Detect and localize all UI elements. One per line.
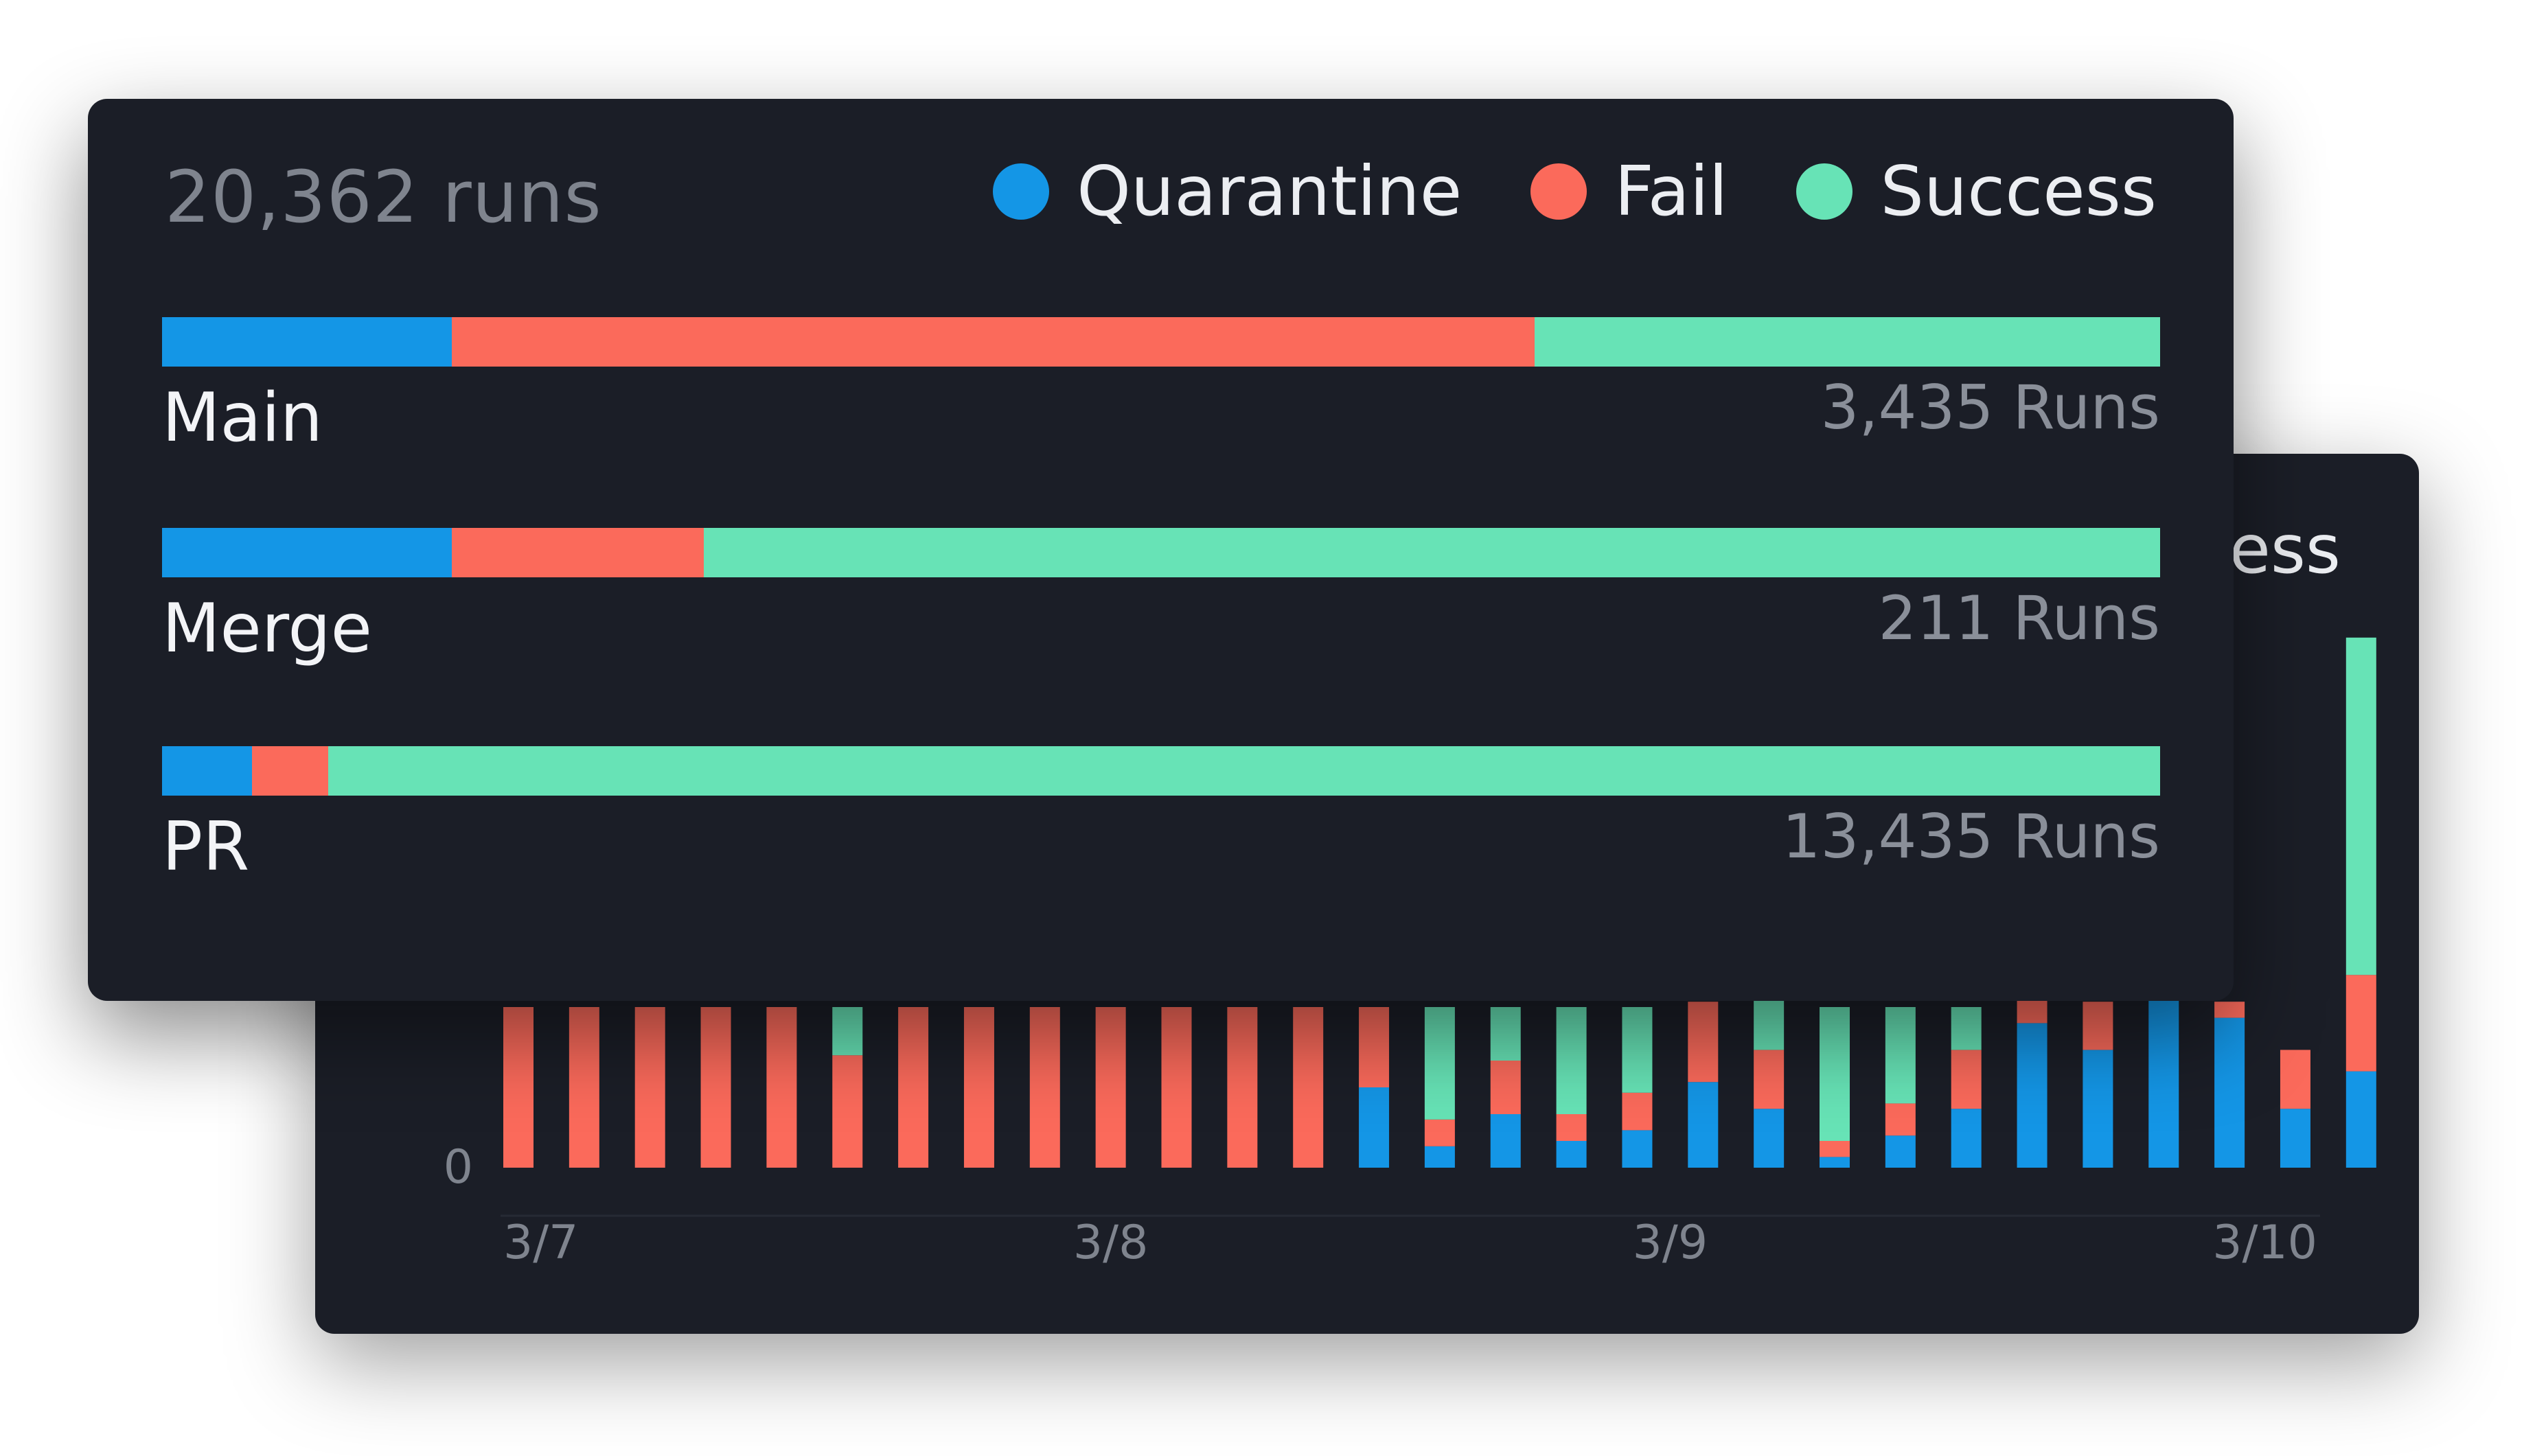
bar-segment-quarantine	[162, 317, 452, 367]
daily-bar-quarantine	[2083, 1050, 2113, 1168]
legend-label: Success	[1880, 151, 2157, 231]
daily-bar-quarantine	[1556, 1141, 1587, 1168]
daily-bar-quarantine	[2214, 1017, 2245, 1168]
daily-bar-quarantine	[1424, 1146, 1455, 1168]
branch-run-count: 3,435 Runs	[1820, 372, 2160, 443]
daily-bar-fail	[1820, 1141, 1850, 1157]
stacked-bar-merge	[162, 528, 2160, 577]
daily-bar-quarantine	[1490, 1114, 1521, 1168]
daily-bar-quarantine	[1622, 1130, 1653, 1168]
x-tick-label: 3/9	[1633, 1216, 1708, 1270]
bar-segment-quarantine	[162, 528, 452, 577]
daily-bar-fail	[1951, 1050, 1982, 1109]
bar-segment-fail	[451, 528, 704, 577]
daily-bar-quarantine	[1885, 1135, 1916, 1168]
daily-bar-fail	[898, 1007, 929, 1168]
bar-segment-success	[328, 746, 2160, 796]
legend-item-success: Success	[1796, 151, 2157, 231]
x-tick-label: 3/7	[503, 1216, 578, 1270]
bar-segment-success	[703, 528, 2160, 577]
daily-bar-success	[1754, 996, 1785, 1050]
daily-bar-quarantine	[1951, 1109, 1982, 1168]
daily-bar-fail	[1359, 1007, 1390, 1087]
legend-swatch	[1796, 163, 1853, 220]
branch-name: Main	[162, 379, 323, 457]
total-runs-label: 20,362 runs	[165, 155, 602, 239]
daily-bar-fail	[2083, 1002, 2113, 1050]
x-tick-label: 3/10	[2212, 1216, 2317, 1270]
daily-bar-fail	[634, 1007, 665, 1168]
daily-bar-success	[832, 1007, 863, 1056]
daily-bar-fail	[1293, 1007, 1324, 1168]
daily-bar-fail	[963, 1007, 994, 1168]
daily-bar-quarantine	[1688, 1082, 1719, 1168]
daily-bar-fail	[1556, 1114, 1587, 1141]
daily-bar-success	[1556, 1007, 1587, 1114]
branch-row-pr: PR 13,435 Runs	[162, 746, 2160, 899]
daily-bar-fail	[1885, 1103, 1916, 1136]
stacked-bar-main	[162, 317, 2160, 367]
branch-name: Merge	[162, 590, 372, 668]
daily-bar-success	[1424, 1007, 1455, 1120]
branch-summary-card: 20,362 runs Quarantine Fail Success Main 3…	[88, 99, 2234, 1001]
legend-label: Quarantine	[1077, 151, 1462, 231]
daily-bar-fail	[700, 1007, 731, 1168]
daily-bar-fail	[1424, 1119, 1455, 1146]
legend-swatch	[993, 163, 1050, 220]
branch-row-main: Main 3,435 Runs	[162, 317, 2160, 470]
daily-bar-fail	[503, 1007, 534, 1168]
branch-row-merge: Merge 211 Runs	[162, 528, 2160, 680]
daily-bar-quarantine	[1754, 1109, 1785, 1168]
daily-bar-fail	[1029, 1007, 1060, 1168]
daily-bar-success	[1622, 1007, 1653, 1093]
daily-bar-fail	[2280, 1050, 2310, 1109]
legend-swatch	[1530, 163, 1587, 220]
branch-name: PR	[162, 808, 250, 886]
daily-bar-quarantine	[2280, 1109, 2310, 1168]
x-tick-label: 3/8	[1073, 1216, 1148, 1270]
daily-bar-quarantine	[1820, 1157, 1850, 1168]
y-tick-label: 0	[444, 1140, 473, 1194]
daily-bar-fail	[1688, 1002, 1719, 1083]
daily-bar-fail	[1622, 1092, 1653, 1131]
legend-label: Fail	[1614, 151, 1728, 231]
daily-bar-fail	[832, 1055, 863, 1168]
daily-bar-fail	[766, 1007, 797, 1168]
daily-bar-success	[1885, 1007, 1916, 1104]
daily-bar-fail	[1095, 1007, 1126, 1168]
daily-bar-fail	[569, 1007, 599, 1168]
bar-segment-success	[1535, 317, 2160, 367]
legend-item-quarantine: Quarantine	[993, 151, 1462, 231]
bar-segment-quarantine	[162, 746, 252, 796]
legend-item-fail: Fail	[1530, 151, 1728, 231]
daily-bar-success	[1951, 1007, 1982, 1050]
bar-segment-fail	[451, 317, 1535, 367]
daily-bar-quarantine	[2017, 1023, 2048, 1168]
daily-bar-success	[2345, 637, 2376, 975]
daily-bar-fail	[1754, 1050, 1785, 1109]
daily-bar-quarantine	[2148, 980, 2179, 1168]
daily-bar-success	[1490, 1007, 1521, 1061]
branch-run-count: 13,435 Runs	[1782, 801, 2160, 872]
daily-bar-quarantine	[1359, 1087, 1390, 1168]
daily-bar-fail	[2345, 975, 2376, 1072]
daily-bar-quarantine	[2345, 1071, 2376, 1168]
legend-label-partial: ess	[2229, 511, 2341, 589]
bar-segment-fail	[251, 746, 328, 796]
daily-bar-fail	[2214, 1002, 2245, 1018]
stacked-bar-pr	[162, 746, 2160, 796]
daily-bar-fail	[1227, 1007, 1258, 1168]
daily-runs-chart: 3/7 3/8 3/9 3/10 0 ess	[444, 511, 2376, 1270]
branch-run-count: 211 Runs	[1878, 583, 2160, 654]
daily-bar-fail	[1161, 1007, 1192, 1168]
daily-bar-success	[1820, 1007, 1850, 1141]
chart-legend: Quarantine Fail Success	[993, 151, 2157, 231]
daily-bar-fail	[1490, 1061, 1521, 1114]
